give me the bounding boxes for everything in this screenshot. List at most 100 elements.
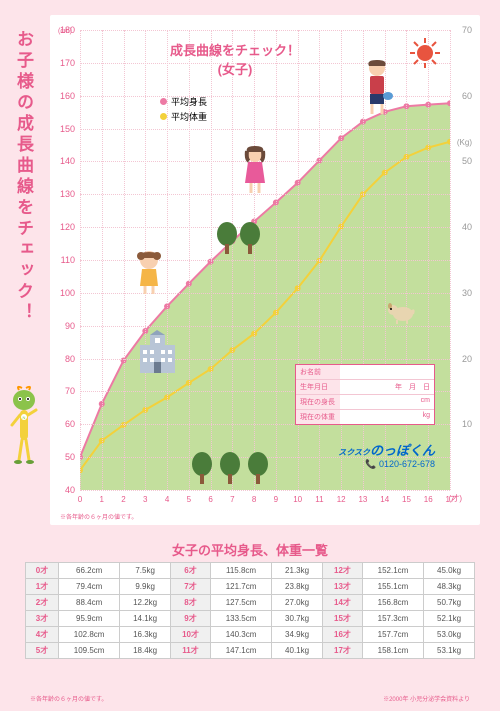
table-cell: 10才 [171,627,211,643]
table-cell: 53.1kg [424,643,475,659]
table-cell: 121.7cm [210,579,271,595]
x-11: 11 [315,495,323,504]
table-cell: 1才 [26,579,59,595]
girl-highschool [360,58,394,118]
x-15: 15 [402,495,411,504]
table-cell: 4才 [26,627,59,643]
table-cell: 45.0kg [424,563,475,579]
logo-name: のっぽくん [370,443,435,458]
y-right-10: 10 [462,419,472,429]
x-16: 16 [424,495,433,504]
footnote-right: ※2000年 小児分泌学会資料より [383,694,470,703]
table-cell: 8才 [171,595,211,611]
x-3: 3 [143,495,147,504]
logo-prefix: スクスク [338,448,370,457]
table-cell: 17才 [323,643,363,659]
x-0: 0 [78,495,82,504]
table-cell: 115.8cm [210,563,271,579]
title-line2: (女子) [150,59,320,78]
table-cell: 21.3kg [272,563,323,579]
table-cell: 30.7kg [272,611,323,627]
chart-title: 成長曲線をチェック！ (女子) [150,40,320,78]
table-cell: 156.8cm [362,595,423,611]
table-cell: 109.5cm [59,643,120,659]
table-cell: 147.1cm [210,643,271,659]
table-cell: 16才 [323,627,363,643]
table-cell: 12.2kg [120,595,171,611]
data-table: 0才66.2cm7.5kg6才115.8cm21.3kg12才152.1cm45… [25,562,475,659]
x-8: 8 [252,495,256,504]
logo-phone: 📞 0120-672-678 [338,459,435,470]
svg-text:N: N [23,415,26,420]
x-9: 9 [274,495,278,504]
table-cell: 102.8cm [59,627,120,643]
x-13: 13 [358,495,367,504]
form-name-val[interactable] [340,365,434,379]
table-cell: 3才 [26,611,59,627]
legend: 平均身長 平均体重 [160,95,207,125]
form-weight-label: 現在の体重 [296,410,340,424]
table-cell: 5才 [26,643,59,659]
x-10: 10 [293,495,302,504]
table-cell: 34.9kg [272,627,323,643]
table-cell: 52.1kg [424,611,475,627]
form-dob-val[interactable]: 年 月 日 [340,380,434,394]
info-form: お名前 生年月日年 月 日 現在の身長cm 現在の体重kg [295,364,435,425]
legend-height-dot [160,98,167,105]
footnote-left-2: ※各年齢の６ヶ月の値です。 [30,694,107,703]
table-cell: 12才 [323,563,363,579]
table-cell: 158.1cm [362,643,423,659]
y-left-180: 180 [55,25,75,35]
table-cell: 16.3kg [120,627,171,643]
table-cell: 14才 [323,595,363,611]
table-cell: 9才 [171,611,211,627]
form-height-unit[interactable]: cm [340,395,434,409]
y-right-40: 40 [462,222,472,232]
legend-weight-label: 平均体重 [171,110,207,123]
y-right-50: 50 [462,156,472,166]
table-cell: 23.8kg [272,579,323,595]
form-weight-unit[interactable]: kg [340,410,434,424]
trees-bottom [190,450,270,490]
title-line1: 成長曲線をチェック！ [150,40,320,59]
table-cell: 9.9kg [120,579,171,595]
table-cell: 157.7cm [362,627,423,643]
trees-top [215,220,265,260]
x-12: 12 [337,495,346,504]
school-building [135,330,180,375]
page: お子様の成長曲線をチェック！ N 成長曲線をチェック！ (女子) 平均身長 平均… [0,0,500,711]
y-left-80: 80 [55,354,75,364]
x-4: 4 [165,495,169,504]
table-cell: 152.1cm [362,563,423,579]
girl-toddler [135,250,163,296]
table-cell: 155.1cm [362,579,423,595]
table-cell: 66.2cm [59,563,120,579]
y-left-90: 90 [55,321,75,331]
y-left-120: 120 [55,222,75,232]
y-left-60: 60 [55,419,75,429]
chart-card: 成長曲線をチェック！ (女子) 平均身長 平均体重 (cm) (Kg) (才) … [50,15,480,525]
x-14: 14 [380,495,389,504]
table-cell: 2才 [26,595,59,611]
table-cell: 15才 [323,611,363,627]
table-cell: 7.5kg [120,563,171,579]
table-cell: 95.9cm [59,611,120,627]
table-cell: 88.4cm [59,595,120,611]
y-left-50: 50 [55,452,75,462]
girl-elementary [240,145,270,197]
y-left-160: 160 [55,91,75,101]
table-cell: 140.3cm [210,627,271,643]
y-right-70: 70 [462,25,472,35]
y-left-40: 40 [55,485,75,495]
table-cell: 7才 [171,579,211,595]
x-1: 1 [100,495,104,504]
table-cell: 40.1kg [272,643,323,659]
table-cell: 127.5cm [210,595,271,611]
table-cell: 50.7kg [424,595,475,611]
x-7: 7 [230,495,234,504]
sun-icon [410,38,440,68]
x-17: 17 [446,495,455,504]
brand-logo: スクスクのっぽくん 📞 0120-672-678 [338,440,435,470]
table-cell: 79.4cm [59,579,120,595]
y-right-20: 20 [462,354,472,364]
